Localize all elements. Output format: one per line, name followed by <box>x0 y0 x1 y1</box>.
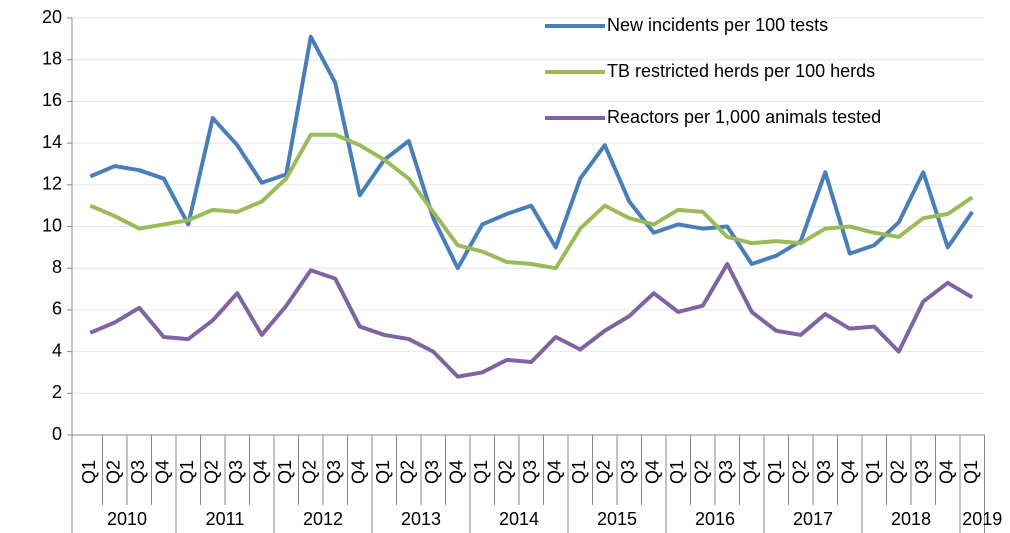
x-tick-label: Q1 <box>961 460 981 484</box>
x-tick-label: Q2 <box>790 460 810 484</box>
x-tick-label: Q2 <box>398 460 418 484</box>
x-tick-label: Q4 <box>937 460 957 484</box>
legend-label: Reactors per 1,000 animals tested <box>607 107 881 127</box>
x-tick-label: Q1 <box>569 460 589 484</box>
x-tick-label: Q2 <box>692 460 712 484</box>
x-tick-label: Q3 <box>520 460 540 484</box>
y-tick-label: 0 <box>52 424 62 444</box>
x-tick-label: Q2 <box>496 460 516 484</box>
x-tick-label: Q3 <box>422 460 442 484</box>
year-label: 2012 <box>303 509 343 529</box>
x-tick-label: Q1 <box>765 460 785 484</box>
y-tick-label: 8 <box>52 257 62 277</box>
year-label: 2018 <box>891 509 931 529</box>
x-tick-label: Q1 <box>275 460 295 484</box>
y-tick-label: 10 <box>42 215 62 235</box>
x-tick-label: Q3 <box>324 460 344 484</box>
x-tick-label: Q3 <box>716 460 736 484</box>
series-line <box>89 262 974 379</box>
x-tick-label: Q1 <box>373 460 393 484</box>
x-tick-label: Q2 <box>888 460 908 484</box>
y-tick-label: 16 <box>42 90 62 110</box>
y-tick-label: 4 <box>52 340 62 360</box>
x-tick-label: Q2 <box>594 460 614 484</box>
x-tick-label: Q1 <box>177 460 197 484</box>
x-tick-label: Q4 <box>153 460 173 484</box>
x-tick-label: Q4 <box>447 460 467 484</box>
legend-label: New incidents per 100 tests <box>607 15 828 35</box>
series-line <box>89 132 974 271</box>
x-tick-label: Q1 <box>863 460 883 484</box>
x-tick-label: Q4 <box>839 460 859 484</box>
x-tick-label: Q1 <box>667 460 687 484</box>
x-tick-label: Q4 <box>741 460 761 484</box>
year-label: 2010 <box>107 509 147 529</box>
year-label: 2011 <box>206 509 245 529</box>
year-label: 2015 <box>597 509 637 529</box>
x-tick-label: Q3 <box>128 460 148 484</box>
x-tick-label: Q4 <box>545 460 565 484</box>
x-tick-label: Q2 <box>300 460 320 484</box>
x-tick-label: Q2 <box>104 460 124 484</box>
x-tick-label: Q3 <box>912 460 932 484</box>
x-tick-label: Q3 <box>618 460 638 484</box>
year-label: 2013 <box>401 509 441 529</box>
y-tick-label: 20 <box>42 7 62 27</box>
x-tick-label: Q4 <box>643 460 663 484</box>
x-tick-label: Q4 <box>349 460 369 484</box>
x-tick-label: Q4 <box>251 460 271 484</box>
y-tick-label: 18 <box>42 48 62 68</box>
year-label: 2019 <box>962 509 1002 529</box>
x-tick-label: Q2 <box>202 460 222 484</box>
y-tick-label: 12 <box>42 174 62 194</box>
y-tick-label: 6 <box>52 299 62 319</box>
y-tick-label: 14 <box>42 132 62 152</box>
x-tick-label: Q3 <box>814 460 834 484</box>
year-label: 2014 <box>499 509 539 529</box>
x-tick-label: Q1 <box>471 460 491 484</box>
series-line <box>89 34 974 271</box>
year-label: 2016 <box>695 509 735 529</box>
x-tick-label: Q1 <box>79 460 99 484</box>
legend-label: TB restricted herds per 100 herds <box>607 61 875 81</box>
year-label: 2017 <box>793 509 833 529</box>
y-tick-label: 2 <box>52 382 62 402</box>
x-tick-label: Q3 <box>226 460 246 484</box>
